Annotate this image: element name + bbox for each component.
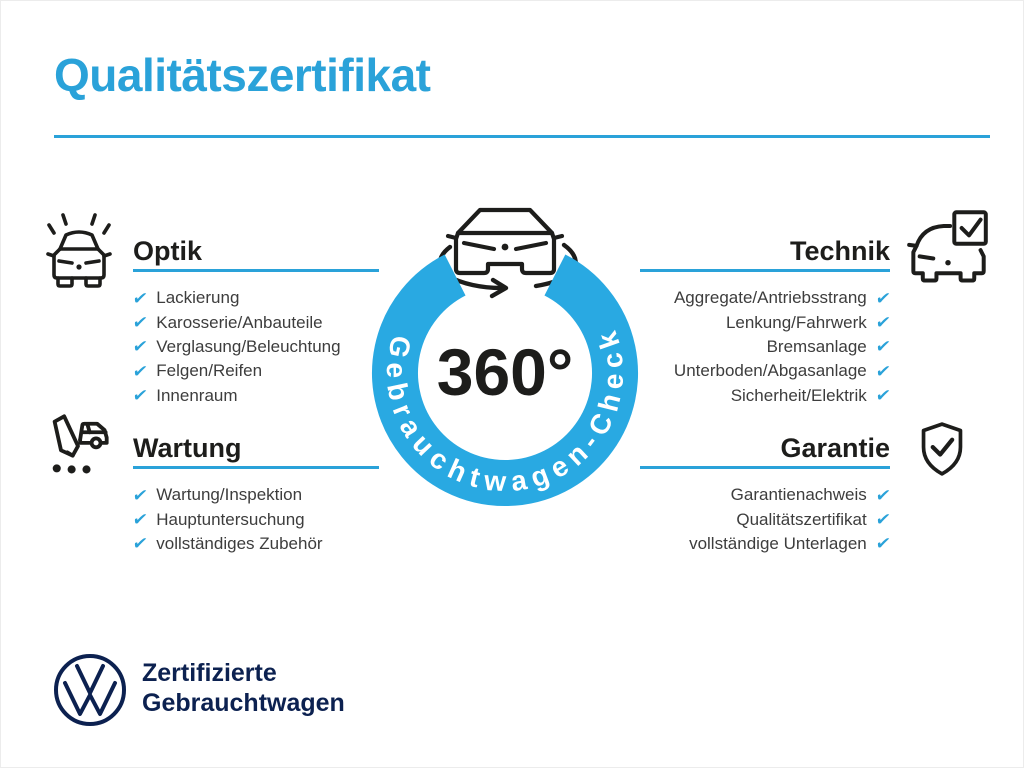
check-item-label: Aggregate/Antriebsstrang [673,288,867,308]
check-icon: ✔ [131,337,149,357]
check-item: ✔ Hauptuntersuchung [131,507,323,531]
section-title-garantie: Garantie [780,433,890,463]
check-icon: ✔ [131,485,149,505]
check-item: Qualitätszertifikat ✔ [570,507,892,531]
rotating-car-icon [445,207,565,276]
check-item: ✔ Karosserie/Anbauteile [131,310,341,334]
check-icon: ✔ [874,485,892,505]
check-icon: ✔ [874,510,892,530]
check-item-label: Sicherheit/Elektrik [730,385,867,405]
garantie-checklist: Garantienachweis ✔ Qualitätszertifikat ✔ v… [570,483,892,556]
badge-ring [372,254,638,507]
check-item-label: Garantienachweis [730,485,867,505]
check-item-label: Hauptuntersuchung [156,509,305,529]
check-icon: ✔ [874,386,892,406]
check-item: Lenkung/Fahrwerk ✔ [570,310,892,334]
shield-check-icon [918,418,966,480]
footer-claim-line2: Gebrauchtwagen [142,689,345,717]
badge-value: 360° [437,335,574,409]
check-icon: ✔ [131,386,149,406]
check-item: ✔ vollständiges Zubehör [131,532,323,556]
check-item: ✔ Wartung/Inspektion [131,483,323,507]
360-badge: Gebrauchtwagen-Check 360° [368,183,644,513]
title-divider [54,135,990,138]
car-shine-icon [46,210,112,292]
footer-claim-line1: Zertifizierte [142,659,277,687]
check-item: Bremsanlage ✔ [570,335,892,359]
vw-logo [52,652,128,728]
section-divider-wartung [133,466,379,469]
check-icon: ✔ [131,534,149,554]
check-item: ✔ Felgen/Reifen [131,359,341,383]
check-item-label: Qualitätszertifikat [736,509,867,529]
check-item: ✔ Innenraum [131,384,341,408]
check-item-label: vollständiges Zubehör [156,533,323,553]
check-icon: ✔ [874,313,892,333]
check-icon: ✔ [874,288,892,308]
service-pencil-van-icon [44,412,112,478]
footer-claim: Zertifizierte Gebrauchtwagen [142,658,345,718]
check-item: Garantienachweis ✔ [570,483,892,507]
wartung-checklist: ✔ Wartung/Inspektion ✔ Hauptuntersuchung ✔… [131,483,323,556]
section-title-wartung: Wartung [133,433,242,463]
check-icon: ✔ [131,361,149,381]
check-item-label: Felgen/Reifen [156,361,263,381]
check-item-label: Lackierung [156,288,240,308]
check-icon: ✔ [131,288,149,308]
check-item: Unterboden/Abgasanlage ✔ [570,359,892,383]
check-icon: ✔ [874,361,892,381]
check-item-label: Wartung/Inspektion [156,485,303,505]
check-item: vollständige Unterlagen ✔ [570,532,892,556]
check-icon: ✔ [131,510,149,530]
section-title-optik: Optik [133,236,203,266]
check-item-label: Unterboden/Abgasanlage [673,361,867,381]
section-divider-garantie [640,466,890,469]
section-divider-optik [133,269,379,272]
page-title: Qualitätszertifikat [54,49,431,101]
check-icon: ✔ [874,337,892,357]
check-item-label: Bremsanlage [766,336,867,356]
check-item-label: Verglasung/Beleuchtung [156,336,341,356]
check-item: ✔ Lackierung [131,286,341,310]
check-item-label: Karosserie/Anbauteile [156,312,323,332]
check-icon: ✔ [874,534,892,554]
check-item-label: vollständige Unterlagen [689,533,867,553]
check-item-label: Innenraum [156,385,238,405]
section-divider-technik [640,269,890,272]
check-item-label: Lenkung/Fahrwerk [725,312,867,332]
car-checkbox-icon [906,210,990,286]
technik-checklist: Aggregate/Antriebsstrang ✔ Lenkung/Fahrwe… [570,286,892,408]
check-icon: ✔ [131,313,149,333]
section-title-technik: Technik [789,236,890,266]
optik-checklist: ✔ Lackierung ✔ Karosserie/Anbauteile ✔ Verg… [131,286,341,408]
check-item: ✔ Verglasung/Beleuchtung [131,335,341,359]
check-item: Sicherheit/Elektrik ✔ [570,384,892,408]
check-item: Aggregate/Antriebsstrang ✔ [570,286,892,310]
